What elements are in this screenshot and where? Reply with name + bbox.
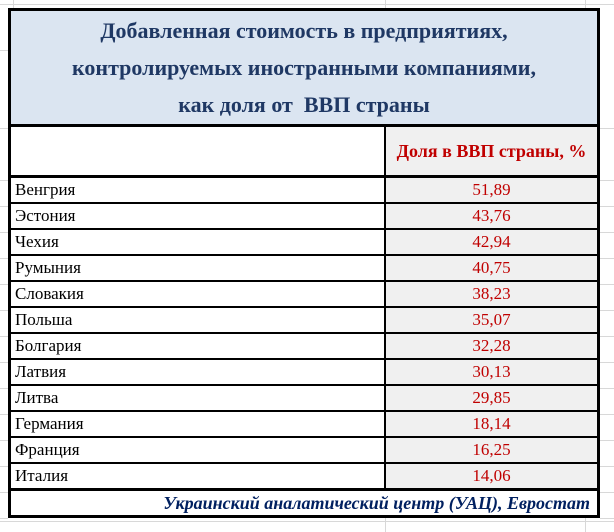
title-line-1: Добавленная стоимость в предприятиях, [100,18,508,43]
value-cell[interactable]: 51,89 [386,178,597,202]
table-row: Германия 18,14 [11,412,597,438]
table-row: Франция 16,25 [11,438,597,464]
country-cell[interactable]: Германия [11,412,386,436]
gridline [0,440,8,441]
gridline [0,258,8,259]
table-body: Венгрия 51,89 Эстония 43,76 Чехия 42,94 … [11,178,597,491]
gridline [0,521,614,522]
gridline [0,362,8,363]
country-cell[interactable]: Польша [11,308,386,332]
value-cell[interactable]: 18,14 [386,412,597,436]
country-cell[interactable]: Италия [11,464,386,488]
gridline [0,492,8,493]
value-cell[interactable]: 32,28 [386,334,597,358]
header-empty-cell[interactable] [11,127,386,175]
value-column-header[interactable]: Доля в ВВП страны, % [386,127,597,175]
country-cell[interactable]: Чехия [11,230,386,254]
gridline [0,128,8,129]
gridline [0,310,8,311]
value-cell[interactable]: 35,07 [386,308,597,332]
table-row: Румыния 40,75 [11,256,597,282]
gridline [600,284,614,285]
value-added-table: Добавленная стоимость в предприятиях, ко… [8,8,600,518]
country-cell[interactable]: Румыния [11,256,386,280]
table-title-cell[interactable]: Добавленная стоимость в предприятиях, ко… [11,11,597,127]
table-row: Латвия 30,13 [11,360,597,386]
value-cell[interactable]: 42,94 [386,230,597,254]
gridline [0,4,614,5]
source-text: Украинский аналатический центр (УАЦ), Ев… [163,492,590,513]
gridline [0,206,8,207]
value-cell[interactable]: 40,75 [386,256,597,280]
gridline [0,50,8,51]
country-cell[interactable]: Франция [11,438,386,462]
table-row: Литва 29,85 [11,386,597,412]
value-cell[interactable]: 29,85 [386,386,597,410]
source-row[interactable]: Украинский аналатический центр (УАЦ), Ев… [11,491,597,515]
table-row: Чехия 42,94 [11,230,597,256]
gridline [600,466,614,467]
value-cell[interactable]: 38,23 [386,282,597,306]
gridline [385,518,386,532]
gridline [600,258,614,259]
gridline [0,388,8,389]
table-row: Эстония 43,76 [11,204,597,230]
country-cell[interactable]: Эстония [11,204,386,228]
header-row: Доля в ВВП страны, % [11,127,597,178]
gridline [600,414,614,415]
gridline [600,180,614,181]
title-line-2: контролируемых иностранными компаниями, [72,55,536,80]
gridline [600,362,614,363]
gridline [600,336,614,337]
gridline [600,128,614,129]
table-row: Польша 35,07 [11,308,597,334]
gridline [600,492,614,493]
gridline [600,388,614,389]
country-cell[interactable]: Латвия [11,360,386,384]
country-cell[interactable]: Литва [11,386,386,410]
gridline [0,180,8,181]
gridline [600,310,614,311]
value-cell[interactable]: 43,76 [386,204,597,228]
table-row: Венгрия 51,89 [11,178,597,204]
country-cell[interactable]: Венгрия [11,178,386,202]
gridline [0,466,8,467]
gridline [600,232,614,233]
value-cell[interactable]: 14,06 [386,464,597,488]
gridline [0,414,8,415]
gridline [600,206,614,207]
country-cell[interactable]: Болгария [11,334,386,358]
gridline [0,232,8,233]
title-line-3: как доля от ВВП страны [178,92,430,117]
country-cell[interactable]: Словакия [11,282,386,306]
table-row: Болгария 32,28 [11,334,597,360]
gridline [600,440,614,441]
gridline [600,518,614,519]
gridline [0,518,8,519]
table-row: Словакия 38,23 [11,282,597,308]
value-cell[interactable]: 16,25 [386,438,597,462]
value-cell[interactable]: 30,13 [386,360,597,384]
gridline [585,518,586,532]
gridline [0,284,8,285]
gridline [0,336,8,337]
table-row: Италия 14,06 [11,464,597,491]
